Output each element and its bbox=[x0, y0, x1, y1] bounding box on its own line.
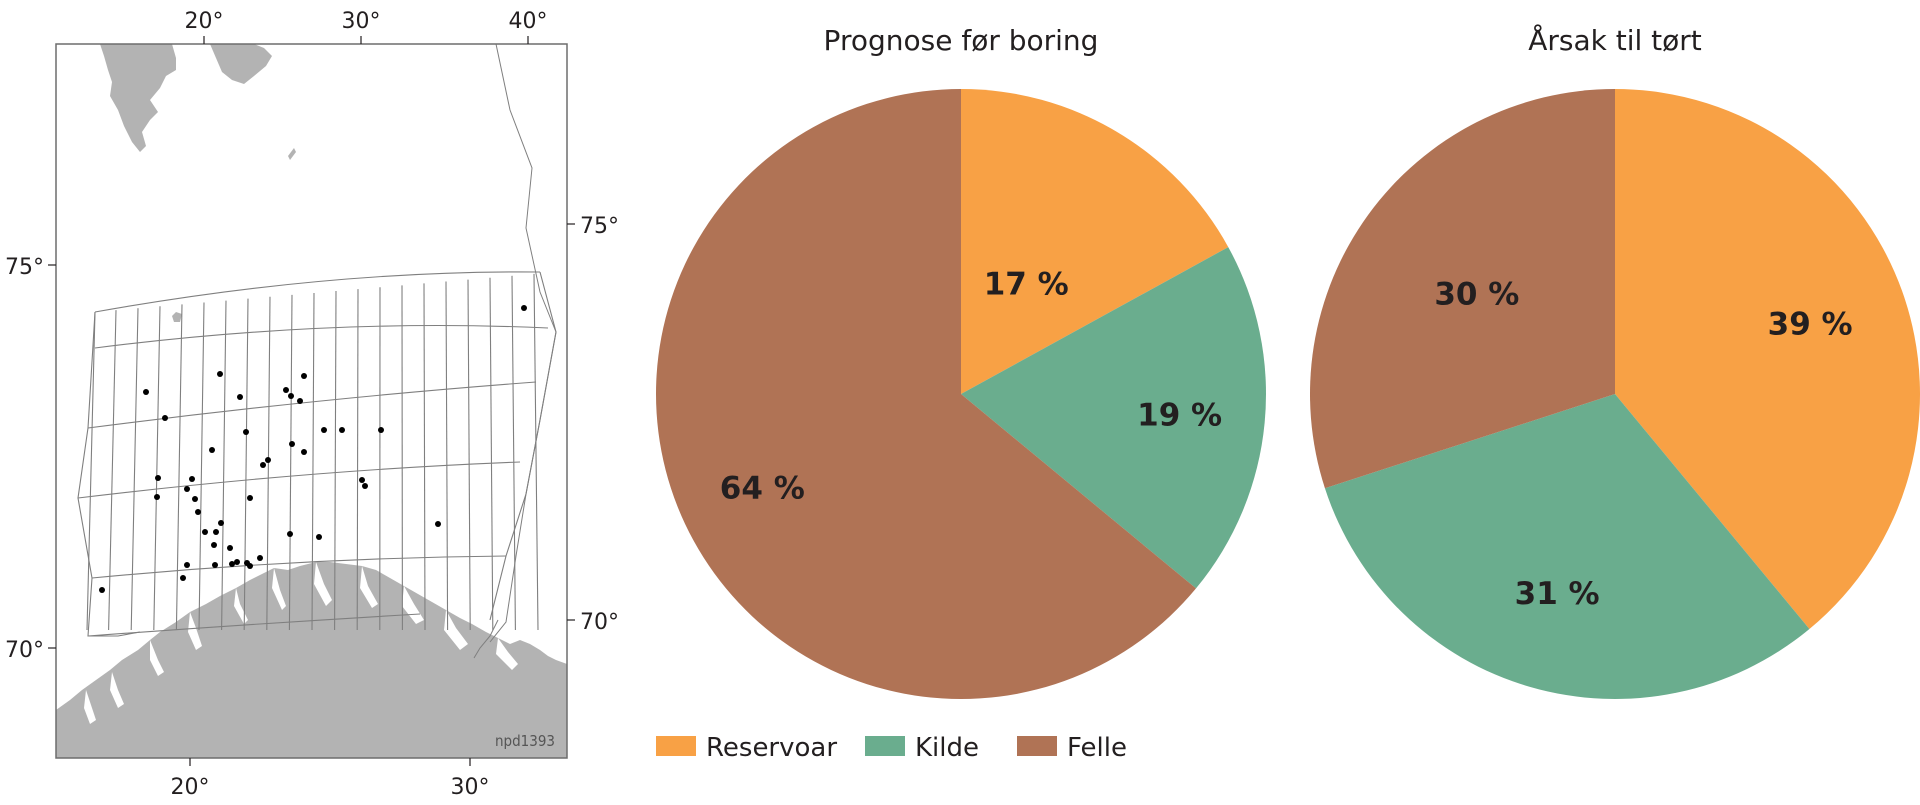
legend-swatch-reservoar bbox=[656, 736, 696, 756]
kong-karls-land bbox=[288, 148, 296, 160]
lon-label-top-30: 30° bbox=[342, 9, 381, 34]
legend-label-kilde: Kilde bbox=[915, 733, 979, 763]
pie-label-kilde: 19 % bbox=[1137, 398, 1222, 434]
well-marker bbox=[218, 520, 224, 526]
lat-label-left-75: 75° bbox=[5, 255, 44, 280]
lat-label-right-75: 75° bbox=[580, 214, 619, 239]
svalbard-island bbox=[100, 44, 176, 152]
pie-slice-felle bbox=[656, 89, 1197, 699]
lat-label-left-70: 70° bbox=[5, 638, 44, 663]
well-marker bbox=[184, 562, 190, 568]
legend-item-kilde: Kilde bbox=[865, 733, 979, 763]
well-marker bbox=[184, 486, 190, 492]
well-marker bbox=[195, 509, 201, 515]
lon-label-bottom-20: 20° bbox=[171, 775, 210, 800]
lon-label-top-40: 40° bbox=[509, 9, 548, 34]
legend-item-felle: Felle bbox=[1017, 733, 1127, 763]
pie-chart-arsak: Årsak til tørt 39 % 31 % 30 % bbox=[1309, 23, 1920, 700]
lat-label-right-70: 70° bbox=[580, 610, 619, 635]
well-marker bbox=[362, 483, 368, 489]
well-marker bbox=[213, 529, 219, 535]
pie-slice-reservoar bbox=[961, 89, 1229, 394]
well-marker bbox=[227, 545, 233, 551]
well-marker bbox=[359, 477, 365, 483]
well-marker bbox=[202, 529, 208, 535]
well-marker bbox=[247, 563, 253, 569]
legend: Reservoar Kilde Felle bbox=[656, 733, 1127, 763]
well-marker bbox=[247, 495, 253, 501]
pie-label-kilde: 31 % bbox=[1515, 576, 1600, 612]
map-panel: 20° 30° 40° 20° 30° 75° 70° 75° 70° npd1… bbox=[5, 9, 619, 800]
lon-label-bottom-30: 30° bbox=[451, 775, 490, 800]
pie-slice-felle bbox=[1309, 89, 1615, 489]
well-marker bbox=[99, 587, 105, 593]
wells-layer bbox=[99, 305, 527, 593]
edgeoya-island bbox=[210, 44, 272, 84]
well-marker bbox=[229, 561, 235, 567]
well-marker bbox=[143, 389, 149, 395]
well-marker bbox=[265, 457, 271, 463]
legend-swatch-kilde bbox=[865, 736, 905, 756]
legend-label-reservoar: Reservoar bbox=[706, 733, 837, 763]
well-marker bbox=[257, 555, 263, 561]
well-marker bbox=[209, 447, 215, 453]
well-marker bbox=[321, 427, 327, 433]
border-line bbox=[473, 619, 499, 659]
legend-item-reservoar: Reservoar bbox=[656, 733, 837, 763]
well-marker bbox=[155, 475, 161, 481]
well-marker bbox=[521, 305, 527, 311]
bjornoya-island bbox=[172, 312, 182, 322]
legend-swatch-felle bbox=[1017, 736, 1057, 756]
map-code: npd1393 bbox=[495, 732, 555, 750]
pie-label-reservoar: 17 % bbox=[984, 267, 1069, 303]
well-marker bbox=[211, 542, 217, 548]
well-marker bbox=[162, 415, 168, 421]
well-marker bbox=[316, 534, 322, 540]
well-marker bbox=[283, 387, 289, 393]
pie-slice-kilde bbox=[1324, 394, 1810, 700]
quadrant-grid bbox=[77, 271, 557, 637]
well-marker bbox=[301, 373, 307, 379]
pie-chart-prognose: Prognose før boring 17 % 19 % 64 % bbox=[656, 24, 1267, 699]
well-marker bbox=[301, 449, 307, 455]
boundary-lines bbox=[489, 43, 557, 643]
well-marker bbox=[297, 398, 303, 404]
map-ticks bbox=[48, 36, 575, 766]
pie-title-prognose: Prognose før boring bbox=[824, 24, 1099, 57]
pie-title-arsak: Årsak til tørt bbox=[1528, 23, 1702, 57]
map-frame bbox=[55, 43, 568, 759]
pie-label-felle: 30 % bbox=[1434, 277, 1519, 313]
well-marker bbox=[288, 393, 294, 399]
well-marker bbox=[189, 476, 195, 482]
pie-label-felle: 64 % bbox=[720, 471, 805, 507]
well-marker bbox=[237, 394, 243, 400]
lon-label-top-20: 20° bbox=[185, 9, 224, 34]
well-marker bbox=[234, 559, 240, 565]
norway-mainland bbox=[56, 562, 567, 758]
well-marker bbox=[180, 575, 186, 581]
well-marker bbox=[287, 531, 293, 537]
well-marker bbox=[154, 494, 160, 500]
well-marker bbox=[212, 562, 218, 568]
well-marker bbox=[260, 462, 266, 468]
well-marker bbox=[243, 429, 249, 435]
well-marker bbox=[192, 496, 198, 502]
legend-label-felle: Felle bbox=[1067, 733, 1127, 763]
pie-label-reservoar: 39 % bbox=[1768, 307, 1853, 343]
well-marker bbox=[217, 371, 223, 377]
well-marker bbox=[339, 427, 345, 433]
well-marker bbox=[289, 441, 295, 447]
pie-slice-kilde bbox=[961, 247, 1267, 589]
pie-slice-reservoar bbox=[1615, 89, 1920, 630]
well-marker bbox=[435, 521, 441, 527]
well-marker bbox=[378, 427, 384, 433]
